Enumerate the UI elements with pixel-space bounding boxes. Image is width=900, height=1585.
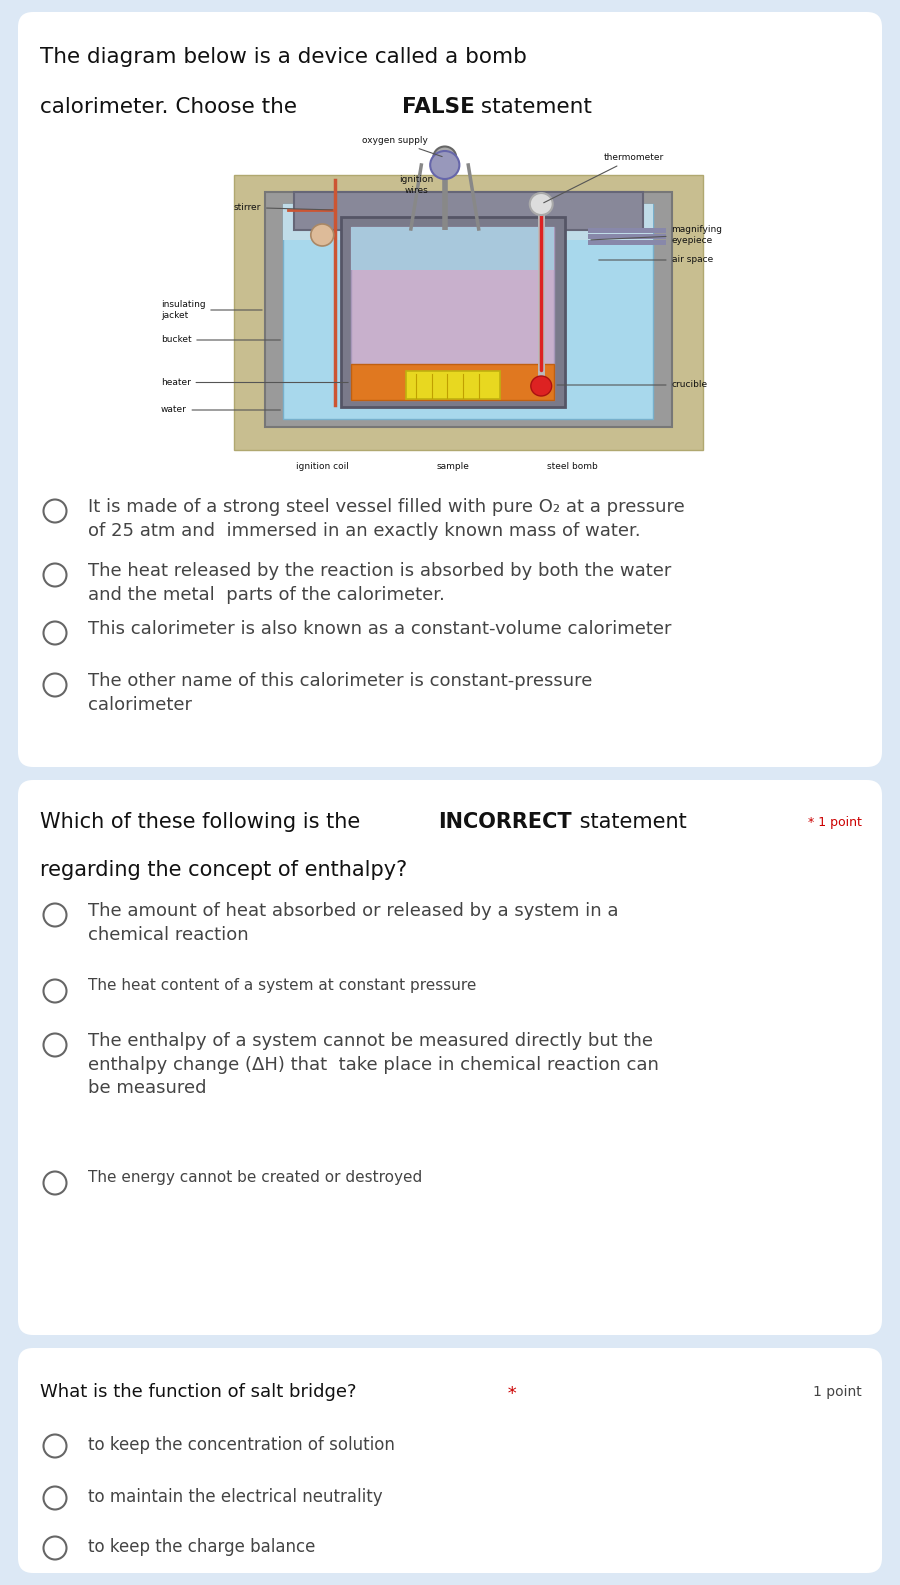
Text: The energy cannot be created or destroyed: The energy cannot be created or destroye… [88, 1170, 422, 1186]
Circle shape [430, 151, 459, 179]
Text: The heat content of a system at constant pressure: The heat content of a system at constant… [88, 978, 476, 992]
Text: The heat released by the reaction is absorbed by both the water
and the metal  p: The heat released by the reaction is abs… [88, 563, 671, 604]
Text: *: * [502, 1385, 517, 1403]
Text: thermometer: thermometer [544, 154, 664, 203]
Circle shape [310, 223, 334, 246]
FancyBboxPatch shape [351, 228, 554, 399]
Text: The other name of this calorimeter is constant-pressure
calorimeter: The other name of this calorimeter is co… [88, 672, 592, 713]
FancyBboxPatch shape [589, 228, 666, 233]
Text: to maintain the electrical neutrality: to maintain the electrical neutrality [88, 1488, 382, 1506]
Text: The diagram below is a device called a bomb: The diagram below is a device called a b… [40, 48, 526, 67]
Text: oxygen supply: oxygen supply [363, 136, 442, 157]
Text: heater: heater [160, 377, 348, 387]
Text: regarding the concept of enthalpy?: regarding the concept of enthalpy? [40, 861, 407, 880]
FancyBboxPatch shape [284, 204, 653, 418]
Text: calorimeter. Choose the: calorimeter. Choose the [40, 97, 304, 117]
Text: It is made of a strong steel vessel filled with pure O₂ at a pressure
of 25 atm : It is made of a strong steel vessel fill… [88, 498, 685, 539]
FancyBboxPatch shape [589, 239, 666, 246]
FancyBboxPatch shape [589, 235, 666, 239]
FancyBboxPatch shape [351, 365, 554, 399]
Text: INCORRECT: INCORRECT [438, 812, 572, 832]
Text: 1 point: 1 point [814, 1385, 862, 1400]
Text: FALSE: FALSE [402, 97, 475, 117]
Text: Which of these following is the: Which of these following is the [40, 812, 367, 832]
Text: ignition
wires: ignition wires [399, 176, 433, 195]
FancyBboxPatch shape [351, 228, 554, 269]
Text: ignition coil: ignition coil [296, 463, 348, 471]
Text: statement: statement [573, 812, 687, 832]
Text: What is the function of salt bridge?: What is the function of salt bridge? [40, 1384, 356, 1401]
Circle shape [433, 146, 456, 168]
Text: magnifying
eyepiece: magnifying eyepiece [591, 225, 723, 244]
Text: The enthalpy of a system cannot be measured directly but the
enthalpy change (ΔH: The enthalpy of a system cannot be measu… [88, 1032, 659, 1097]
Text: insulating
jacket: insulating jacket [160, 300, 262, 320]
FancyBboxPatch shape [265, 192, 671, 428]
Text: air space: air space [598, 255, 713, 265]
FancyBboxPatch shape [340, 217, 564, 407]
Text: steel bomb: steel bomb [547, 463, 598, 471]
FancyBboxPatch shape [18, 780, 882, 1335]
FancyBboxPatch shape [18, 13, 882, 767]
FancyBboxPatch shape [18, 1347, 882, 1572]
Circle shape [530, 193, 553, 216]
Text: to keep the charge balance: to keep the charge balance [88, 1537, 315, 1556]
Text: bucket: bucket [160, 336, 281, 344]
Text: This calorimeter is also known as a constant-volume calorimeter: This calorimeter is also known as a cons… [88, 620, 671, 639]
Text: The amount of heat absorbed or released by a system in a
chemical reaction: The amount of heat absorbed or released … [88, 902, 618, 943]
Text: water: water [160, 406, 281, 415]
Text: * 1 point: * 1 point [808, 816, 862, 829]
Text: stirrer: stirrer [234, 203, 332, 212]
FancyBboxPatch shape [284, 204, 653, 239]
FancyBboxPatch shape [406, 371, 500, 399]
Text: to keep the concentration of solution: to keep the concentration of solution [88, 1436, 395, 1453]
Circle shape [531, 376, 552, 396]
FancyBboxPatch shape [234, 174, 703, 450]
FancyBboxPatch shape [293, 192, 643, 230]
Text: statement: statement [474, 97, 592, 117]
Text: sample: sample [436, 463, 469, 471]
Text: crucible: crucible [557, 380, 707, 390]
